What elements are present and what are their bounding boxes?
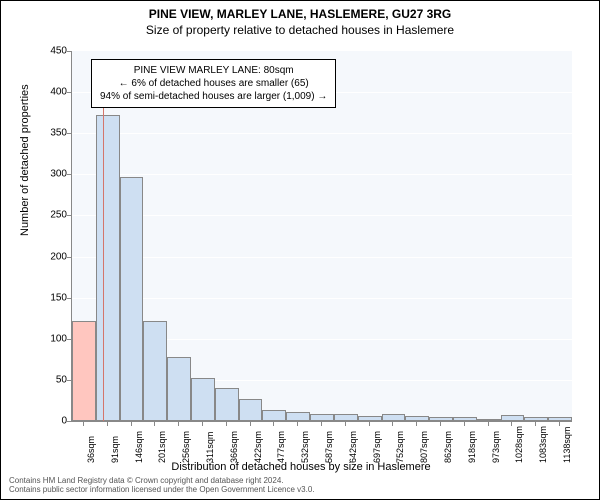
histogram-bar bbox=[262, 410, 286, 422]
x-tick-label: 311sqm bbox=[205, 432, 215, 463]
x-tick-mark bbox=[464, 421, 465, 426]
y-axis-label: Number of detached properties bbox=[19, 84, 31, 236]
x-tick-mark bbox=[107, 421, 108, 426]
x-tick-mark bbox=[202, 421, 203, 426]
histogram-bar bbox=[96, 115, 120, 421]
histogram-bar bbox=[191, 378, 215, 421]
histogram-bar bbox=[215, 388, 239, 421]
grid-line bbox=[72, 133, 572, 134]
x-tick-label: 752sqm bbox=[395, 431, 405, 463]
y-tick-label: 450 bbox=[37, 46, 67, 57]
histogram-bar bbox=[310, 414, 334, 421]
y-tick-label: 50 bbox=[37, 374, 67, 385]
y-tick-mark bbox=[67, 174, 72, 175]
x-tick-label: 256sqm bbox=[181, 431, 191, 463]
y-tick-label: 350 bbox=[37, 128, 67, 139]
grid-line bbox=[72, 257, 572, 258]
x-tick-mark bbox=[273, 421, 274, 426]
y-tick-mark bbox=[67, 257, 72, 258]
y-tick-label: 0 bbox=[37, 416, 67, 427]
x-tick-label: 587sqm bbox=[324, 431, 334, 463]
footer-line2: Contains public sector information licen… bbox=[9, 485, 315, 495]
x-tick-mark bbox=[511, 421, 512, 426]
x-tick-mark bbox=[83, 421, 84, 426]
y-tick-label: 100 bbox=[37, 333, 67, 344]
histogram-bar bbox=[239, 399, 263, 421]
y-tick-label: 300 bbox=[37, 169, 67, 180]
histogram-bar bbox=[286, 412, 310, 421]
histogram-bar bbox=[143, 321, 167, 421]
x-tick-mark bbox=[345, 421, 346, 426]
y-tick-label: 250 bbox=[37, 210, 67, 221]
footer-line1: Contains HM Land Registry data © Crown c… bbox=[9, 476, 315, 486]
footer-attribution: Contains HM Land Registry data © Crown c… bbox=[9, 476, 315, 495]
annotation-line2: ← 6% of detached houses are smaller (65) bbox=[100, 77, 327, 90]
x-tick-mark bbox=[369, 421, 370, 426]
x-tick-mark bbox=[178, 421, 179, 426]
y-tick-mark bbox=[67, 51, 72, 52]
y-tick-label: 150 bbox=[37, 292, 67, 303]
annotation-line3: 94% of semi-detached houses are larger (… bbox=[100, 90, 327, 103]
x-tick-mark bbox=[297, 421, 298, 426]
x-tick-label: 36sqm bbox=[86, 436, 96, 463]
grid-line bbox=[72, 174, 572, 175]
y-tick-label: 400 bbox=[37, 87, 67, 98]
x-tick-label: 973sqm bbox=[491, 431, 501, 463]
histogram-bar bbox=[120, 177, 144, 421]
x-tick-label: 91sqm bbox=[110, 436, 120, 463]
x-tick-mark bbox=[154, 421, 155, 426]
chart-container: PINE VIEW, MARLEY LANE, HASLEMERE, GU27 … bbox=[0, 0, 600, 500]
x-tick-mark bbox=[226, 421, 227, 426]
y-tick-mark bbox=[67, 92, 72, 93]
annotation-box: PINE VIEW MARLEY LANE: 80sqm ← 6% of det… bbox=[91, 59, 336, 108]
y-tick-mark bbox=[67, 298, 72, 299]
chart-area: PINE VIEW MARLEY LANE: 80sqm ← 6% of det… bbox=[71, 51, 571, 421]
x-tick-mark bbox=[535, 421, 536, 426]
histogram-bar bbox=[167, 357, 191, 421]
x-tick-label: 422sqm bbox=[253, 431, 263, 463]
x-tick-label: 477sqm bbox=[276, 431, 286, 463]
x-tick-label: 642sqm bbox=[348, 431, 358, 463]
x-tick-label: 1028sqm bbox=[514, 426, 524, 463]
x-tick-label: 532sqm bbox=[300, 431, 310, 463]
x-tick-label: 366sqm bbox=[229, 431, 239, 463]
x-tick-mark bbox=[559, 421, 560, 426]
y-tick-mark bbox=[67, 215, 72, 216]
x-tick-mark bbox=[488, 421, 489, 426]
grid-line bbox=[72, 215, 572, 216]
x-tick-mark bbox=[321, 421, 322, 426]
annotation-line1: PINE VIEW MARLEY LANE: 80sqm bbox=[100, 64, 327, 77]
x-tick-label: 807sqm bbox=[419, 431, 429, 463]
chart-subtitle: Size of property relative to detached ho… bbox=[1, 21, 599, 37]
histogram-bar bbox=[72, 321, 96, 421]
reference-marker-line bbox=[103, 96, 104, 421]
y-tick-label: 200 bbox=[37, 251, 67, 262]
x-tick-mark bbox=[392, 421, 393, 426]
x-tick-label: 201sqm bbox=[157, 431, 167, 463]
x-tick-label: 146sqm bbox=[134, 431, 144, 463]
x-tick-label: 697sqm bbox=[372, 431, 382, 463]
x-tick-mark bbox=[440, 421, 441, 426]
x-tick-mark bbox=[250, 421, 251, 426]
chart-title: PINE VIEW, MARLEY LANE, HASLEMERE, GU27 … bbox=[1, 1, 599, 21]
x-tick-label: 862sqm bbox=[443, 431, 453, 463]
x-tick-label: 1138sqm bbox=[562, 427, 572, 463]
x-tick-label: 1083sqm bbox=[538, 426, 548, 463]
x-tick-mark bbox=[416, 421, 417, 426]
y-tick-mark bbox=[67, 421, 72, 422]
x-tick-label: 918sqm bbox=[467, 431, 477, 463]
grid-line bbox=[72, 298, 572, 299]
y-tick-mark bbox=[67, 133, 72, 134]
histogram-bar bbox=[382, 414, 406, 421]
x-axis-label: Distribution of detached houses by size … bbox=[1, 461, 600, 473]
x-tick-mark bbox=[131, 421, 132, 426]
histogram-bar bbox=[334, 414, 358, 421]
